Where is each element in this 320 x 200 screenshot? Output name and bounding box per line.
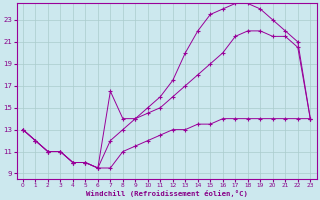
X-axis label: Windchill (Refroidissement éolien,°C): Windchill (Refroidissement éolien,°C) [86,190,248,197]
